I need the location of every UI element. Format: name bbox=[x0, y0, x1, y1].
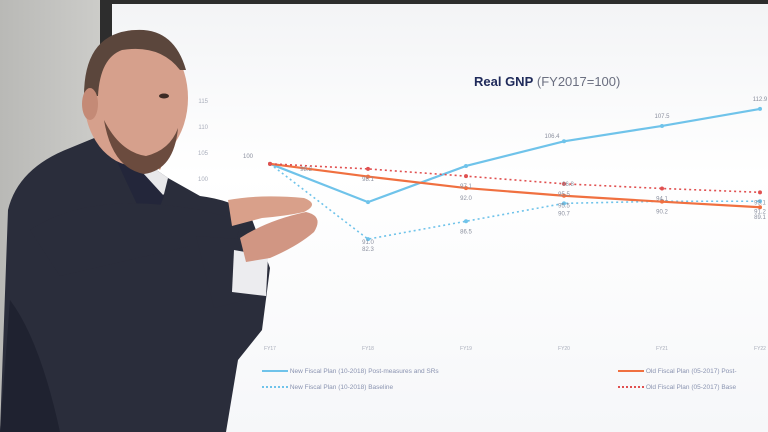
series-2-point-1 bbox=[366, 174, 370, 179]
presenter-upper-hand bbox=[228, 196, 312, 226]
presenter-upper-sleeve bbox=[30, 203, 240, 276]
extra-data-label-4: 106.4 bbox=[544, 134, 560, 140]
x-tick-label-4: FY21 bbox=[656, 346, 668, 352]
series-3-point-4 bbox=[660, 186, 664, 191]
series-0-point-3 bbox=[562, 139, 566, 144]
presenter-suit bbox=[0, 134, 270, 432]
series-1-point-5 bbox=[758, 199, 762, 204]
series-1-point-2 bbox=[464, 219, 468, 224]
data-label-0-4: 107.5 bbox=[654, 114, 670, 120]
data-label-2-3: 95.5 bbox=[558, 204, 570, 210]
extra-data-label-2: 91.0 bbox=[362, 240, 374, 246]
legend-item-new-post: New Fiscal Plan (10-2018) Post-measures … bbox=[262, 368, 439, 375]
series-line-2 bbox=[269, 162, 761, 209]
series-line-0 bbox=[269, 107, 761, 204]
series-3-point-2 bbox=[464, 174, 468, 179]
data-label-3-1: 98.1 bbox=[362, 177, 374, 183]
legend-item-new-base: New Fiscal Plan (10-2018) Baseline bbox=[262, 384, 393, 391]
legend-swatch-new-base bbox=[262, 386, 288, 389]
chart-title-sub: (FY2017=100) bbox=[536, 74, 621, 89]
x-tick-label-5: FY22 bbox=[754, 346, 766, 352]
series-3-point-1 bbox=[366, 166, 370, 171]
series-2-point-4 bbox=[660, 199, 664, 204]
legend-label-old-post: Old Fiscal Plan (05-2017) Post- bbox=[645, 368, 737, 375]
presenter-hair bbox=[84, 29, 186, 97]
legend-item-old-base: Old Fiscal Plan (05-2017) Base bbox=[618, 384, 736, 391]
presenter-beard bbox=[104, 120, 178, 174]
data-labels: 107.5 112.9 82.3 86.5 90.7 90.2 91.2 92.0 95.5 89… bbox=[243, 97, 768, 253]
series-3-point-5 bbox=[758, 190, 762, 195]
data-label-3-4: 94.1 bbox=[656, 196, 668, 202]
legend-swatch-new-post bbox=[262, 370, 288, 373]
data-label-0-5: 112.9 bbox=[753, 97, 768, 103]
x-tick-label-1: FY18 bbox=[362, 346, 374, 352]
series-0-point-5 bbox=[758, 106, 762, 111]
series-3-point-0 bbox=[268, 161, 272, 166]
y-axis-ticks: 115 110 105 100 bbox=[198, 99, 209, 183]
chart-title-main: Real GNP bbox=[474, 74, 534, 89]
data-label-1-5: 91.2 bbox=[754, 209, 766, 215]
legend-item-old-post: Old Fiscal Plan (05-2017) Post- bbox=[618, 368, 737, 375]
series-1-point-1 bbox=[366, 237, 370, 242]
series-2-point-2 bbox=[464, 186, 468, 191]
y-tick-label-3: 100 bbox=[198, 177, 209, 183]
y-tick-label-2: 105 bbox=[198, 151, 209, 157]
extra-data-label-0: 100 bbox=[243, 154, 254, 160]
series-0-point-2 bbox=[464, 163, 468, 168]
presenter-lower-hand bbox=[240, 212, 318, 262]
series-0-point-4 bbox=[660, 123, 664, 128]
data-label-1-4: 90.2 bbox=[656, 209, 668, 215]
x-tick-label-2: FY19 bbox=[460, 346, 472, 352]
series-2-point-3 bbox=[562, 193, 566, 198]
data-label-2-5: 89.1 bbox=[754, 215, 766, 221]
data-label-3-5: 93.1 bbox=[754, 200, 766, 206]
x-tick-label-3: FY20 bbox=[558, 346, 570, 352]
series-3-point-3 bbox=[562, 181, 566, 186]
series-2-point-5 bbox=[758, 205, 762, 210]
legend-label-new-base: New Fiscal Plan (10-2018) Baseline bbox=[289, 384, 394, 391]
series-1-point-3 bbox=[562, 201, 566, 206]
extra-data-label-1: 98.2 bbox=[300, 167, 312, 173]
y-tick-label-0: 115 bbox=[198, 99, 208, 105]
series-line-3 bbox=[269, 163, 761, 194]
data-label-3-3: 95.5 bbox=[558, 192, 570, 198]
legend-swatch-old-base bbox=[618, 386, 644, 389]
line-chart: 115 110 105 100 107.5 112.9 82.3 86.5 90.7 90.2 9… bbox=[198, 97, 768, 352]
chart-series bbox=[268, 106, 762, 242]
presenter-suit-shadow bbox=[0, 300, 60, 432]
presenter-eye bbox=[159, 93, 169, 99]
data-label-1-1: 82.3 bbox=[362, 247, 374, 253]
data-label-3-2: 97.1 bbox=[460, 184, 472, 190]
presenter-ear bbox=[82, 88, 98, 120]
legend-swatch-old-post bbox=[618, 370, 644, 373]
extra-data-label-3: 96.8 bbox=[562, 182, 574, 188]
data-label-1-2: 86.5 bbox=[460, 229, 472, 235]
y-tick-label-1: 110 bbox=[198, 125, 208, 131]
x-axis-ticks: FY17 FY18 FY19 FY20 FY21 FY22 bbox=[264, 346, 766, 352]
series-0-point-1 bbox=[366, 200, 370, 205]
x-tick-label-0: FY17 bbox=[264, 346, 276, 352]
legend-label-new-post: New Fiscal Plan (10-2018) Post-measures … bbox=[289, 368, 439, 375]
presenter-cuff bbox=[232, 250, 268, 296]
chart-title: Real GNP (FY2017=100) bbox=[474, 74, 620, 89]
data-label-2-2: 92.0 bbox=[460, 196, 472, 202]
data-label-1-3: 90.7 bbox=[558, 211, 570, 217]
legend-label-old-base: Old Fiscal Plan (05-2017) Base bbox=[645, 384, 737, 391]
